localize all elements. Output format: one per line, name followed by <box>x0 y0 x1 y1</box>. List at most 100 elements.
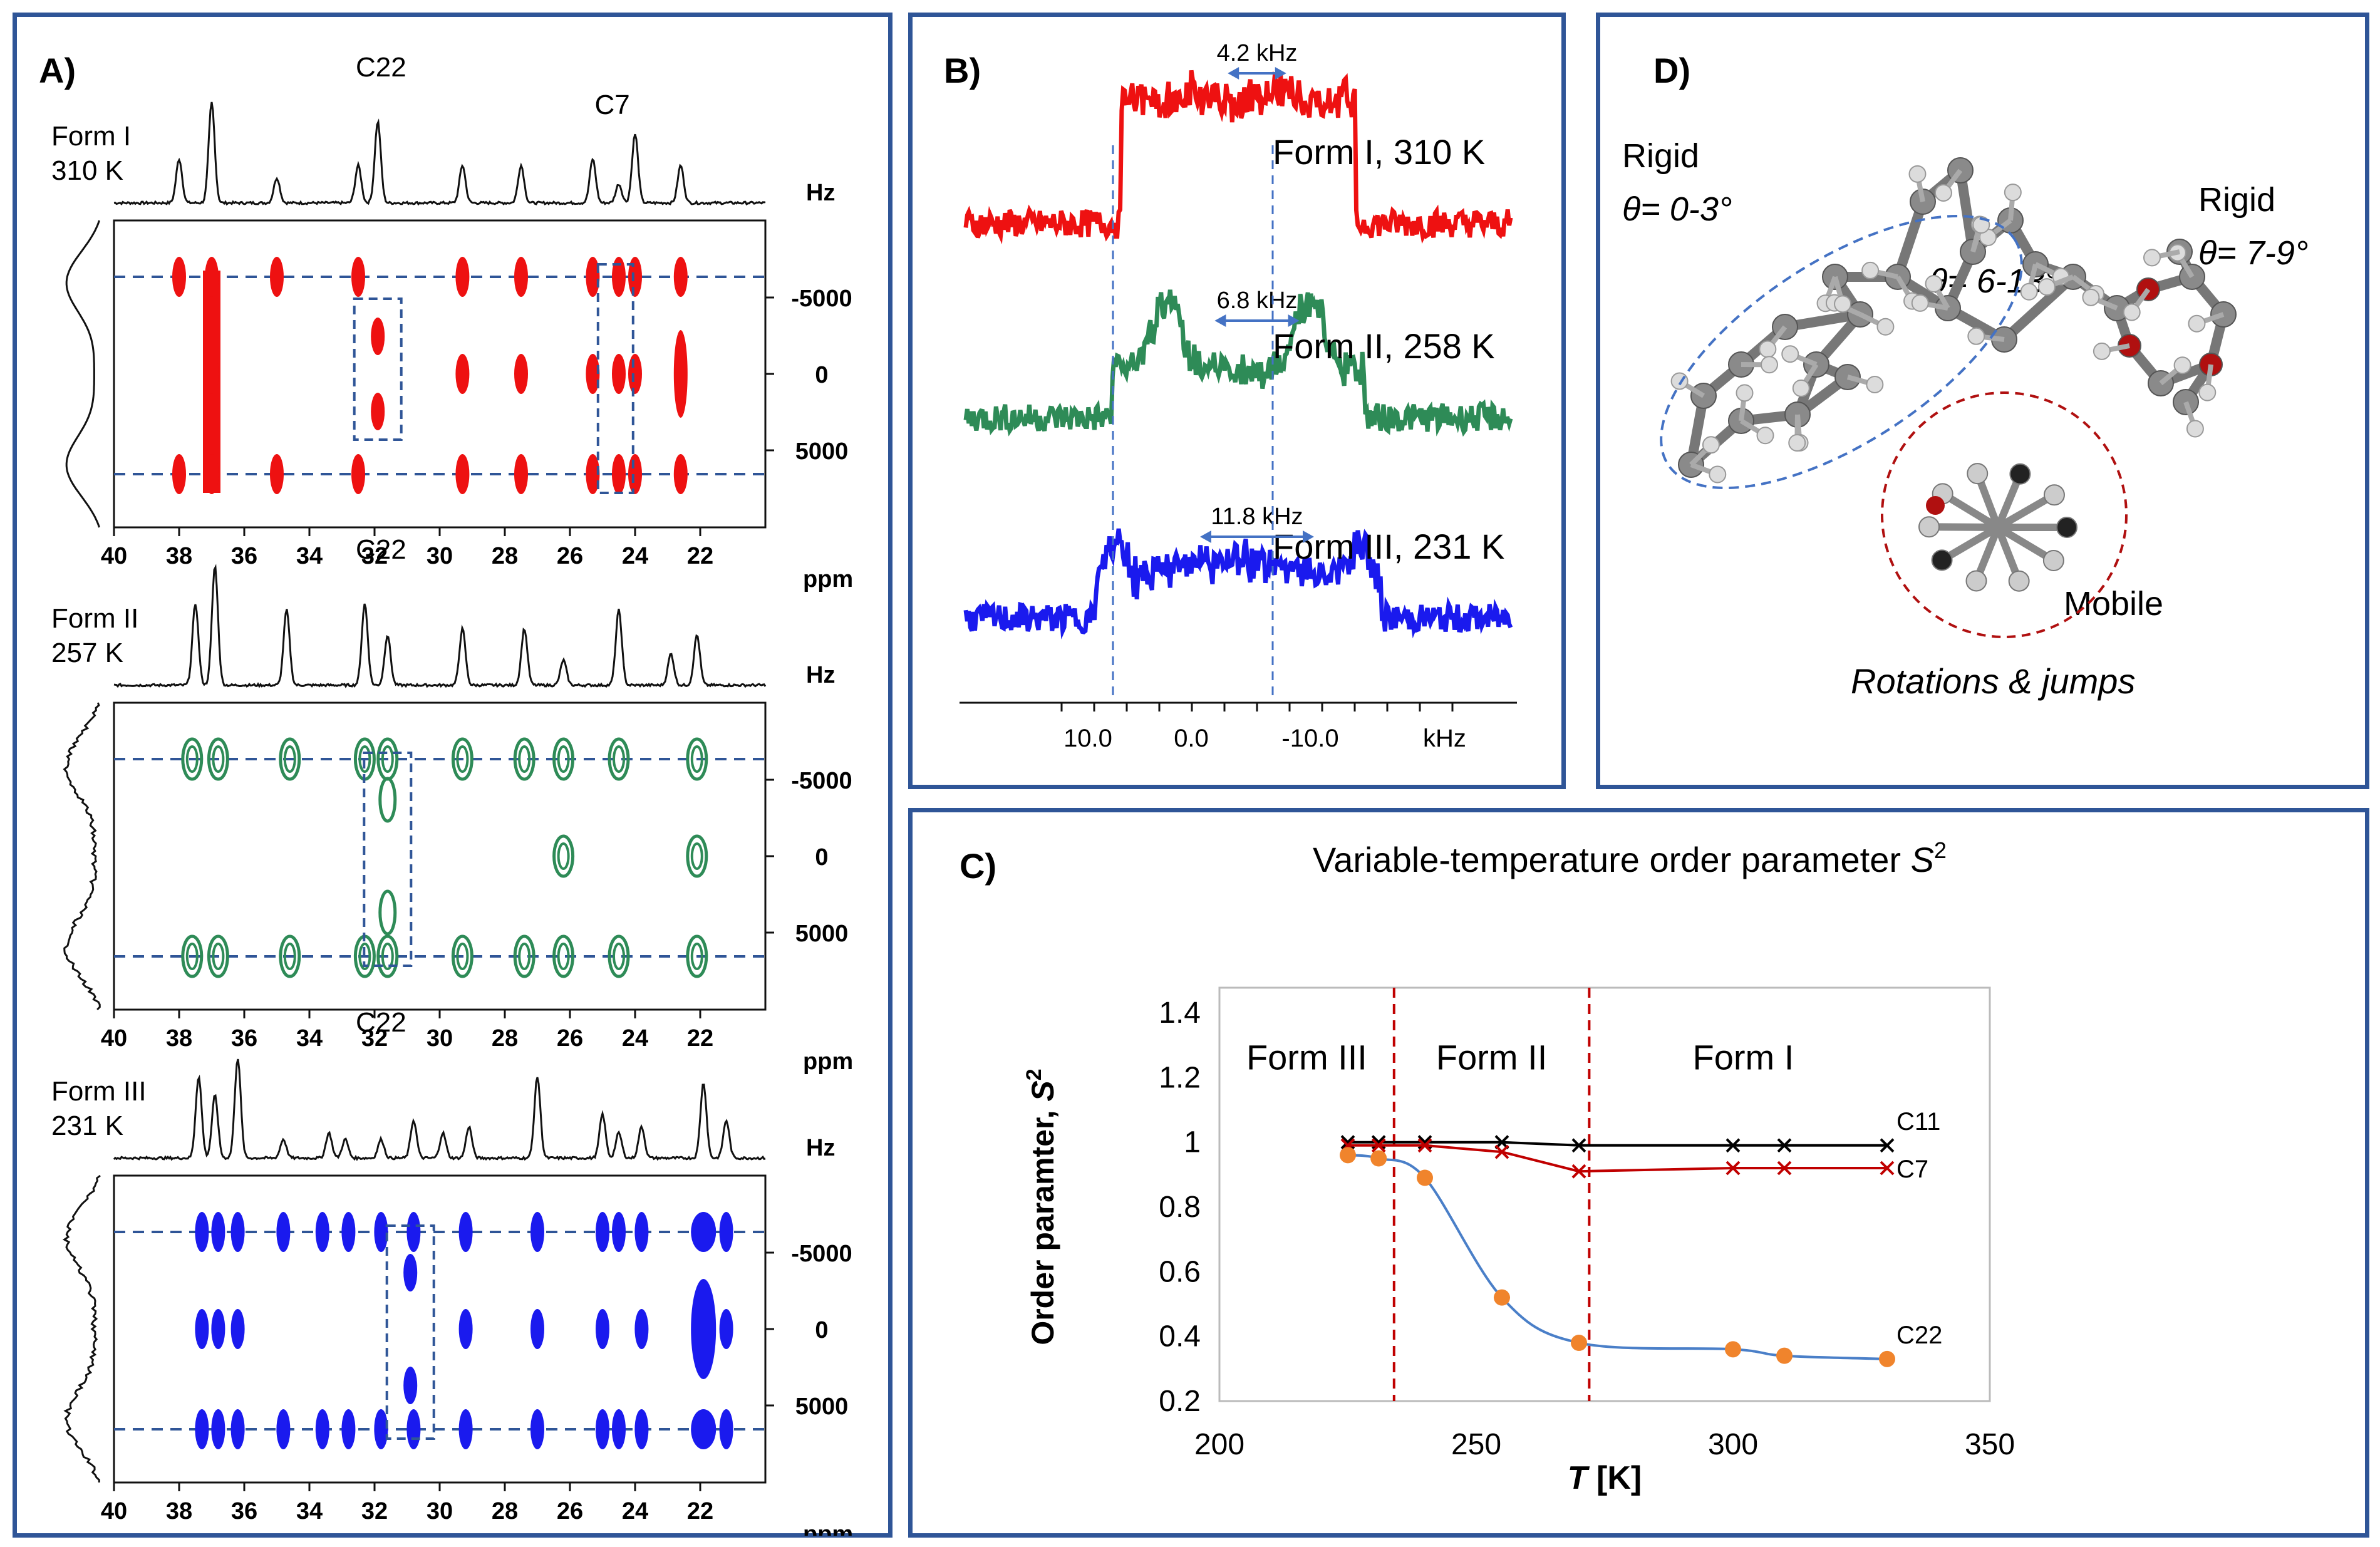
data-point <box>1725 1161 1741 1176</box>
bond <box>1893 197 1928 282</box>
oxygen-atom <box>1926 496 1945 515</box>
x-tick-label: 36 <box>231 1498 257 1524</box>
x-tick-label: 24 <box>622 1025 648 1052</box>
hydrogen-atom <box>1709 465 1727 484</box>
contour-peak <box>628 257 642 297</box>
x-tick-label: 0.0 <box>1174 725 1209 752</box>
c22-contour-peak <box>403 1367 418 1404</box>
mobile-atom <box>2008 570 2030 592</box>
contour-peak <box>172 257 186 297</box>
mobile-label: Mobile <box>2064 585 2163 623</box>
rigid-label-1: Rigid <box>1622 137 1699 175</box>
hydrogen-atom <box>2143 249 2161 267</box>
contour-peak <box>374 1212 388 1252</box>
x-tick-label: 40 <box>101 1498 127 1524</box>
contour-peak-inner <box>557 943 570 970</box>
data-point <box>1340 1147 1356 1164</box>
panel-d-label: D) <box>1653 51 1690 90</box>
data-point <box>1880 1161 1895 1176</box>
contour-peak-inner <box>557 745 570 773</box>
c22-contour-peak <box>403 1254 418 1291</box>
contour-peak <box>719 1309 733 1349</box>
contour-peak-inner <box>557 842 570 870</box>
bond <box>1955 165 1978 257</box>
region-label: Form III <box>1246 1037 1367 1077</box>
contour-peak <box>634 1212 649 1252</box>
contour-peak <box>181 934 204 978</box>
y-tick-label: 0.6 <box>1159 1255 1201 1288</box>
contour-peak-inner <box>613 745 625 773</box>
y-tick-label: 0.2 <box>1159 1385 1201 1418</box>
hydrogen-atom <box>1876 318 1895 336</box>
contour-peak <box>172 454 186 494</box>
contour-peak <box>351 454 365 494</box>
contour-peak-inner <box>690 943 703 970</box>
x-tick-label: 32 <box>361 1025 388 1052</box>
series-label: C7 <box>1896 1156 1928 1183</box>
x-tick-label: 24 <box>622 543 648 569</box>
x-tick-label: 22 <box>687 1498 713 1524</box>
contour-peak <box>270 257 284 297</box>
y-axis-prefix: Order paramter, <box>1025 1102 1060 1345</box>
x-axis-var: T <box>1568 1460 1590 1496</box>
hydrogen-atom <box>2020 282 2038 301</box>
x-tick-label: 38 <box>166 543 192 569</box>
y-tick-label: 5000 <box>795 1394 849 1420</box>
ppm-axis-label: ppm <box>803 566 853 592</box>
y-tick-label: 1.2 <box>1159 1061 1201 1094</box>
hydrogen-atom <box>1925 274 1943 292</box>
contour-peak <box>279 737 301 781</box>
contour-peak <box>513 737 536 781</box>
y-tick-label: -5000 <box>791 1241 852 1267</box>
hydrogen-atom <box>1759 340 1777 358</box>
contour-peak <box>406 1212 421 1252</box>
contour-peak <box>205 354 219 394</box>
contour-peak-inner <box>283 745 296 773</box>
contour-peak <box>211 1309 225 1349</box>
mobile-atom <box>1967 463 1989 485</box>
contour-peak <box>205 257 219 297</box>
region-label: Form I <box>1693 1037 1794 1077</box>
y-tick-label: 1.4 <box>1159 996 1201 1030</box>
contour-peak <box>686 934 708 978</box>
x-tick-label: 26 <box>557 543 583 569</box>
x-tick-label: 40 <box>101 543 127 569</box>
series-line <box>1347 1154 1888 1360</box>
ppm-axis-label: ppm <box>803 1521 853 1536</box>
hydrogen-atom <box>2037 278 2056 296</box>
mobile-region-circle <box>1881 391 2128 638</box>
contour-peak <box>596 1309 609 1349</box>
contour-peak <box>315 1409 329 1449</box>
form-label: Form II <box>51 603 138 634</box>
hydrogen-atom <box>1702 436 1720 454</box>
contour-peak <box>207 737 229 781</box>
x-tick-label: 32 <box>361 543 388 569</box>
ppm-axis-label: ppm <box>803 1048 853 1075</box>
mobile-bond <box>1995 524 2056 564</box>
projection-spectrum <box>113 564 767 688</box>
c7-peak-label: C7 <box>594 90 629 120</box>
panel-a <box>13 13 892 1538</box>
x-tick-label: 22 <box>687 1025 713 1052</box>
c22-contour-peak <box>378 889 397 936</box>
data-point <box>1370 1150 1387 1167</box>
hydrogen-atom <box>1866 375 1884 393</box>
panel-d <box>1596 13 2369 789</box>
data-point <box>1494 1144 1509 1159</box>
molecule-structure <box>1670 157 2237 592</box>
contour-peak <box>211 1212 225 1252</box>
contour-peak <box>686 737 708 781</box>
hydrogen-atom <box>1967 327 1985 345</box>
rigid-region-ellipse <box>1660 214 2023 490</box>
hydrogen-atom <box>1861 261 1880 279</box>
panel-c <box>908 808 2369 1538</box>
contour-peak <box>279 934 301 978</box>
region-label: Form II <box>1436 1037 1547 1077</box>
x-tick-label: 22 <box>687 543 713 569</box>
c22-contour-peak <box>371 318 385 355</box>
x-tick-label: 36 <box>231 1025 257 1052</box>
contour-peak <box>719 1212 733 1252</box>
x-tick-label: 36 <box>231 543 257 569</box>
x-tick-label: -10.0 <box>1281 725 1338 752</box>
